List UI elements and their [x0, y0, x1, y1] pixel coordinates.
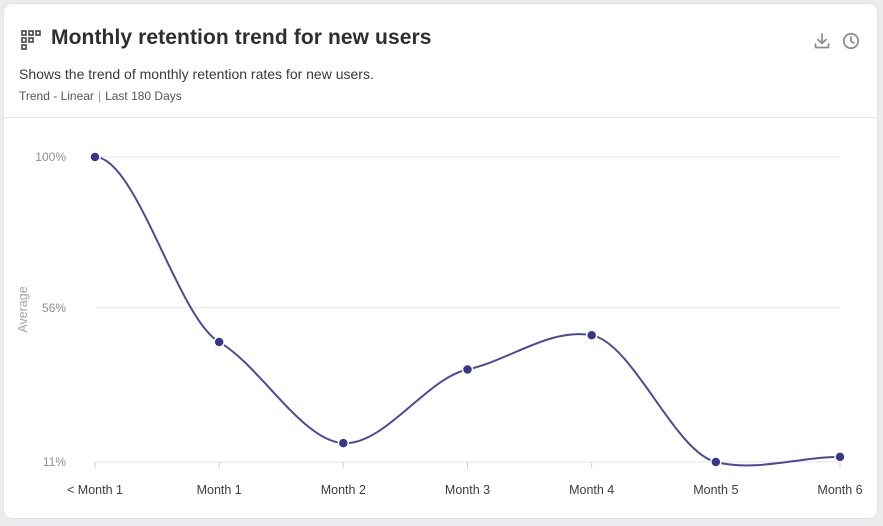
x-tick-label: Month 1 [197, 483, 242, 497]
y-tick-label: 11% [43, 455, 66, 469]
series-line [94, 156, 841, 467]
y-axis-label: Average [16, 286, 30, 332]
x-tick-label: Month 5 [693, 483, 738, 497]
meta-separator: | [97, 89, 102, 103]
data-point[interactable] [213, 336, 225, 348]
chart-card: Monthly retention trend for new users Sh… [4, 4, 877, 518]
y-tick-label: 100% [35, 150, 66, 164]
download-icon[interactable] [813, 32, 831, 50]
data-point[interactable] [89, 151, 101, 163]
x-tick-label: Month 6 [817, 483, 862, 497]
x-tick-label: Month 4 [569, 483, 614, 497]
data-point[interactable] [337, 437, 350, 449]
chart-subtitle: Shows the trend of monthly retention rat… [19, 66, 374, 82]
x-tick-label: < Month 1 [67, 483, 123, 497]
line-chart: 100% 56% 11% Average < Month 1 Month 1 Month 2… [16, 150, 863, 497]
data-point[interactable] [834, 451, 846, 463]
x-tick-label: Month 2 [321, 483, 366, 497]
x-tick-label: Month 3 [445, 483, 490, 497]
chart-meta: Trend - Linear | Last 180 Days [19, 89, 182, 103]
data-point[interactable] [585, 329, 598, 341]
chart-title: Monthly retention trend for new users [51, 26, 432, 49]
data-point[interactable] [461, 363, 474, 376]
clock-icon[interactable] [842, 32, 860, 50]
grid-icon [21, 30, 41, 50]
trend-type: Trend - Linear [19, 89, 94, 103]
card-header: Monthly retention trend for new users Sh… [4, 4, 877, 118]
y-tick-label: 56% [42, 301, 66, 315]
date-range: Last 180 Days [105, 89, 182, 103]
data-point[interactable] [710, 456, 722, 468]
